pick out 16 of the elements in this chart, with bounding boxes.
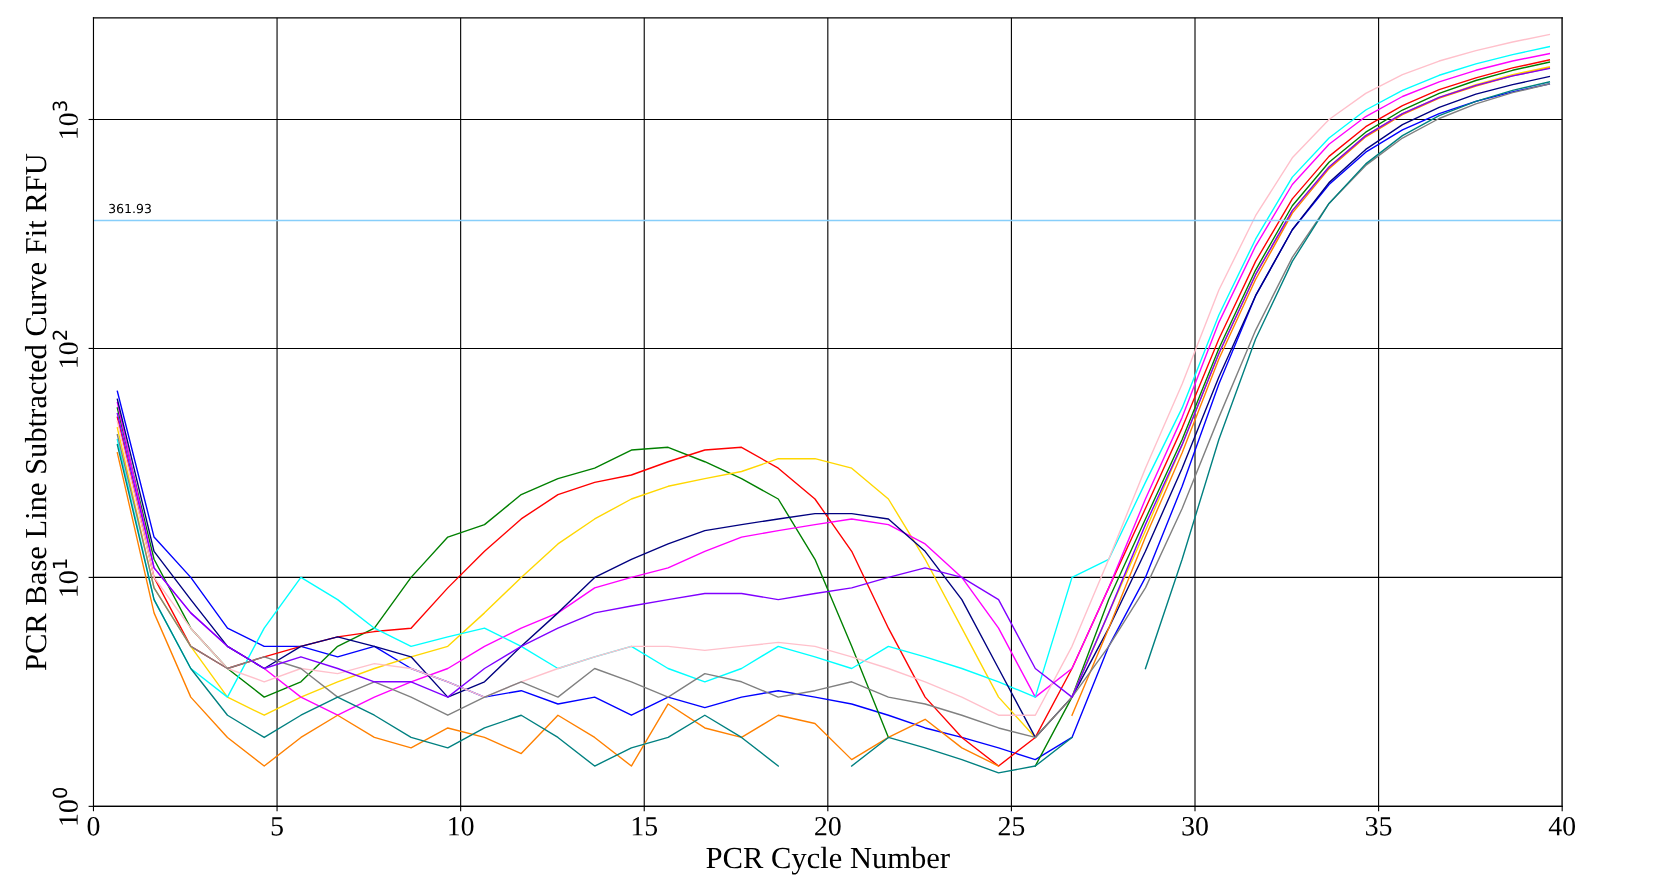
x-tick-label: 35: [1366, 816, 1392, 836]
x-tick-label: 20: [815, 816, 841, 836]
x-tick-label: 25: [998, 816, 1025, 836]
x-axis-title: PCR Cycle Number: [706, 846, 950, 875]
y-tick-label: 10$^{3}$: [52, 101, 78, 138]
y-tick-label: 10$^{2}$: [52, 330, 78, 367]
x-tick-label: 10: [449, 816, 474, 836]
x-tick-label: 30: [1182, 816, 1208, 836]
y-tick-label: 10$^{0}$: [52, 787, 78, 825]
x-tick-label: 40: [1548, 816, 1576, 836]
y-axis-title: PCR Base Line Subtracted Curve Fit RFU: [24, 153, 47, 671]
x-tick-label: 0: [87, 816, 100, 836]
y-tick-label: 10$^{1}$: [52, 559, 78, 596]
ref-line-label: 361.93: [109, 203, 151, 214]
x-tick-label: 15: [632, 817, 658, 836]
x-tick-label: 5: [271, 817, 283, 836]
